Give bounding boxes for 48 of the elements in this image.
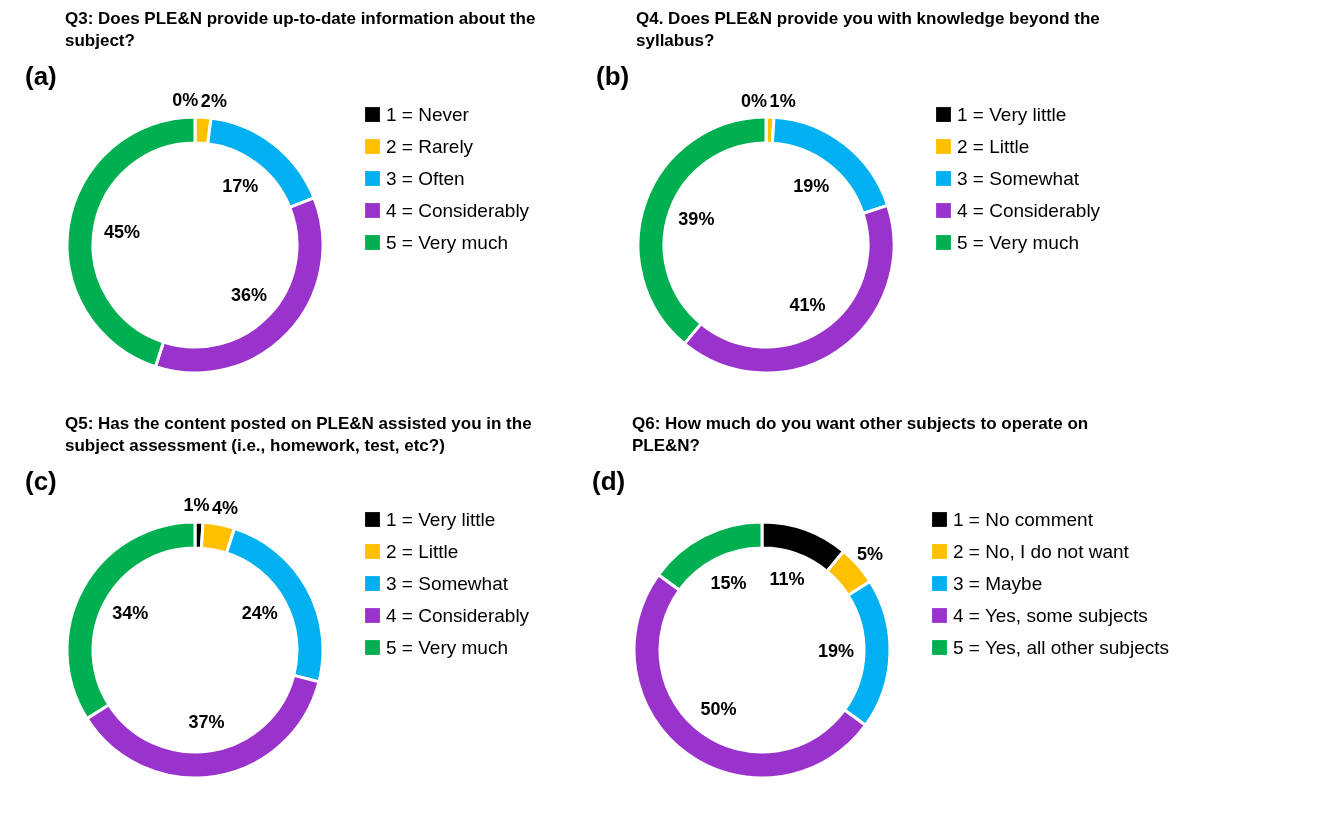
chart-title: Q4. Does PLE&N provide you with knowledge beyond the syllabus? xyxy=(636,9,1100,50)
legend-label: 2 = Little xyxy=(957,135,1030,157)
data-label: 37% xyxy=(188,712,225,733)
legend-label: 1 = No comment xyxy=(953,508,1094,530)
data-label: 1% xyxy=(183,495,210,516)
data-label: 34% xyxy=(112,603,149,624)
legend-label: 5 = Very much xyxy=(957,231,1079,253)
data-label: 4% xyxy=(212,498,239,519)
text: (c) xyxy=(25,466,57,496)
legend-label: 5 = Very much xyxy=(386,636,508,658)
legend-label: 5 = Yes, all other subjects xyxy=(953,636,1170,658)
chart-title: Q3: Does PLE&N provide up-to-date information about the subject? xyxy=(65,9,536,50)
legend-label: 2 = Little xyxy=(386,540,459,562)
legend-label: 3 = Somewhat xyxy=(386,572,509,594)
data-label: 1% xyxy=(769,90,796,111)
legend-label: 3 = Often xyxy=(386,167,465,189)
legend-label: 3 = Somewhat xyxy=(957,167,1080,189)
data-label: 39% xyxy=(678,208,715,229)
data-label: 36% xyxy=(230,284,267,305)
data-label: 19% xyxy=(793,175,830,196)
chart-title: Q5: Has the content posted on PLE&N assisted you in the subject assessment (i.e., homework, test, etc?) xyxy=(65,414,532,455)
data-label: 17% xyxy=(222,175,259,196)
data-label: 5% xyxy=(857,543,884,564)
text: 0% xyxy=(740,90,767,111)
data-label: 50% xyxy=(700,698,737,719)
legend-label: 1 = Never xyxy=(386,103,470,125)
text: (d) xyxy=(592,466,626,496)
legend-label: 1 = Very little xyxy=(957,103,1067,125)
text: (b) xyxy=(596,61,630,91)
data-label: 2% xyxy=(200,91,227,112)
legend-label: 2 = Rarely xyxy=(386,135,474,157)
data-label: 24% xyxy=(241,603,278,624)
data-label: 11% xyxy=(769,569,805,590)
legend-label: 3 = Maybe xyxy=(953,572,1043,594)
legend-label: 2 = No, I do not want xyxy=(953,540,1130,562)
data-label: 19% xyxy=(817,641,854,662)
legend-label: 4 = Considerably xyxy=(386,604,530,626)
text: 0% xyxy=(172,90,199,111)
legend-label: 5 = Very much xyxy=(386,231,508,253)
data-label: 45% xyxy=(103,222,140,243)
data-label: 15% xyxy=(710,573,747,594)
legend-label: 4 = Considerably xyxy=(957,199,1101,221)
legend-label: 4 = Yes, some subjects xyxy=(953,604,1148,626)
legend-label: 4 = Considerably xyxy=(386,199,530,221)
text: (a) xyxy=(25,61,57,91)
legend-label: 1 = Very little xyxy=(386,508,496,530)
chart-title: Q6: How much do you want other subjects to operate on PLE&N? xyxy=(632,414,1089,455)
data-label: 41% xyxy=(789,295,826,316)
